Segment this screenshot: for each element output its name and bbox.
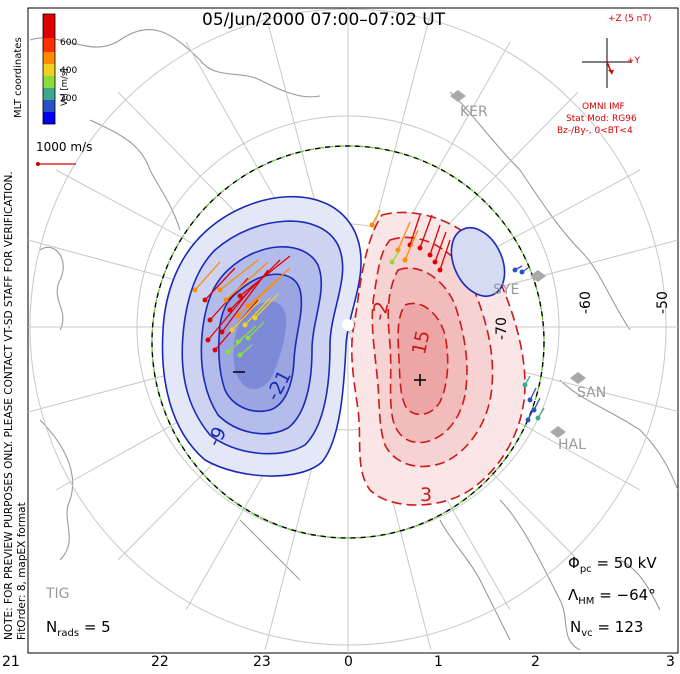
reference-vector bbox=[36, 162, 76, 166]
mlt-tick-0: 0 bbox=[344, 654, 353, 670]
hm-boundary-latitude: ΛHM = −64° bbox=[568, 586, 656, 607]
station-markers bbox=[450, 90, 586, 438]
plot-frame bbox=[27, 7, 679, 654]
imf-y-label: +Y bbox=[627, 56, 641, 66]
station-tig: TIG bbox=[46, 586, 70, 602]
heppner-maynard-boundary-dash bbox=[151, 145, 545, 539]
velocity-tick-400: 400 bbox=[60, 66, 78, 76]
mlt-tick-22: 22 bbox=[151, 654, 169, 670]
fit-order-note: FitOrder: 8, mapEX format bbox=[16, 502, 28, 640]
velocity-tick-200: 200 bbox=[60, 94, 78, 104]
mlt-tick-2: 2 bbox=[531, 654, 540, 670]
latitude-label-70: -70 bbox=[494, 317, 510, 340]
pole-marker bbox=[342, 319, 354, 331]
imf-clock-dial bbox=[582, 38, 632, 88]
velocity-color-bar bbox=[42, 13, 56, 125]
dusk-convection-cell bbox=[161, 195, 362, 477]
map-title: 05/Jun/2000 07:00–07:02 UT bbox=[202, 10, 446, 30]
station-sye: SYE bbox=[493, 282, 520, 298]
dawn-negative-blob bbox=[450, 227, 506, 297]
latitude-label-60: -60 bbox=[578, 291, 594, 314]
velocity-tick-600: 600 bbox=[60, 38, 78, 48]
velocity-vectors-dusk bbox=[192, 255, 291, 358]
preview-note: NOTE: FOR PREVIEW PURPOSES ONLY. PLEASE … bbox=[3, 171, 15, 640]
reference-vector-label: 1000 m/s bbox=[36, 140, 93, 154]
latitude-label-50: -50 bbox=[655, 291, 671, 314]
coordinate-system-label: MLT coordinates bbox=[13, 37, 24, 118]
potential-maximum-marker bbox=[414, 374, 426, 386]
contour-label-3: 3 bbox=[420, 484, 433, 506]
velocity-vectors-dawn bbox=[369, 209, 545, 423]
station-ker: KER bbox=[460, 104, 488, 120]
imf-condition: Bz-/By-, 0<BT<4 bbox=[557, 126, 633, 136]
mlt-tick-3: 3 bbox=[666, 654, 675, 670]
coastlines bbox=[29, 29, 678, 651]
imf-source: OMNI IMF bbox=[582, 102, 625, 112]
cross-polar-potential: Φpc = 50 kV bbox=[568, 554, 657, 575]
vector-count: Nvc = 123 bbox=[570, 618, 644, 639]
imf-model: Stat Mod: RG96 bbox=[566, 114, 637, 124]
station-hal: HAL bbox=[558, 437, 586, 453]
radar-count: Nrads = 5 bbox=[46, 618, 111, 639]
imf-z-label: +Z (5 nT) bbox=[608, 14, 652, 24]
mlt-tick-1: 1 bbox=[434, 654, 443, 670]
mlt-tick-21: 21 bbox=[2, 654, 20, 670]
mlt-tick-23: 23 bbox=[253, 654, 271, 670]
station-san: SAN bbox=[577, 385, 607, 401]
